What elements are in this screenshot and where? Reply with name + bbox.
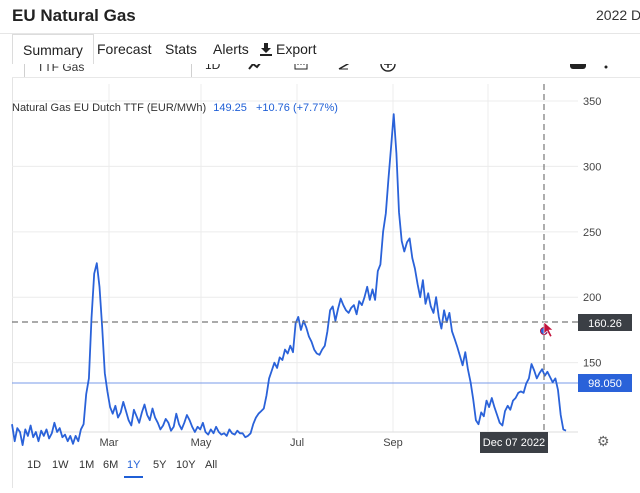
chart-panel (12, 78, 640, 488)
camera-icon[interactable] (569, 64, 587, 70)
instrument-label: Natural Gas EU Dutch TTF (EUR/MWh) (12, 102, 207, 114)
chart-toolbar: TTF Gas 1D (12, 64, 640, 78)
interval-selector[interactable]: 1D (205, 64, 221, 72)
x-tick-label: May (191, 437, 212, 449)
tab-bar: Summary Forecast Stats Alerts Export (12, 34, 640, 64)
range-1y[interactable]: 1Y (124, 456, 144, 478)
tab-forecast[interactable]: Forecast (97, 41, 152, 57)
crosshair-price-tag: 160.26 (588, 318, 622, 330)
more-icon[interactable] (604, 64, 608, 72)
calendar-icon[interactable] (294, 64, 308, 70)
line-style-icon[interactable] (248, 64, 262, 70)
y-tick-label: 200 (583, 292, 601, 304)
y-tick-label: 350 (583, 96, 601, 108)
title-bar: EU Natural Gas 2022 Da (0, 0, 640, 34)
y-axis-labels: 350 300 250 200 150 (583, 96, 601, 370)
chart-header: Natural Gas EU Dutch TTF (EUR/MWh) 149.2… (12, 102, 338, 114)
x-tick-label: Sep (383, 437, 403, 449)
tab-summary[interactable]: Summary (12, 34, 94, 64)
download-icon (260, 43, 272, 56)
tab-export-label: Export (276, 41, 317, 57)
x-tick-label: Jul (290, 437, 304, 449)
crosshair-date-tag-bg (480, 432, 548, 453)
y-tick-label: 250 (583, 227, 601, 239)
range-1m[interactable]: 1M (79, 459, 95, 471)
range-6m[interactable]: 6M (103, 459, 119, 471)
instrument-change: +10.76 (+7.77%) (255, 102, 338, 114)
mouse-cursor-icon (543, 321, 554, 338)
y-tick-label: 150 (583, 358, 601, 370)
chart-grid (12, 84, 578, 433)
range-1w[interactable]: 1W (52, 459, 69, 471)
range-1d[interactable]: 1D (27, 459, 42, 471)
tab-stats[interactable]: Stats (165, 41, 197, 57)
crosshair-price-tag-bg (578, 314, 632, 331)
last-price-tag-bg (578, 374, 632, 392)
range-all[interactable]: All (205, 459, 218, 471)
tab-export[interactable]: Export (260, 34, 316, 64)
page-title: EU Natural Gas (12, 6, 136, 25)
range-5y[interactable]: 5Y (153, 459, 167, 471)
draw-icon[interactable] (338, 64, 354, 70)
crosshair-date-tag: Dec 07 2022 (483, 437, 545, 449)
symbol-input[interactable]: TTF Gas (24, 64, 192, 77)
price-line (11, 113, 567, 446)
last-price-tag: 98.050 (588, 378, 622, 390)
tab-alerts[interactable]: Alerts (213, 41, 249, 57)
range-10y[interactable]: 10Y (176, 459, 196, 471)
instrument-price: 149.25 (213, 102, 247, 114)
header-date-text: 2022 Da (596, 7, 640, 23)
y-tick-label: 300 (583, 161, 601, 173)
add-icon[interactable] (380, 64, 396, 72)
x-axis-labels: Mar May Jul Sep (100, 437, 403, 449)
gear-icon[interactable]: ⚙ (597, 433, 610, 449)
x-tick-label: Mar (100, 437, 119, 449)
